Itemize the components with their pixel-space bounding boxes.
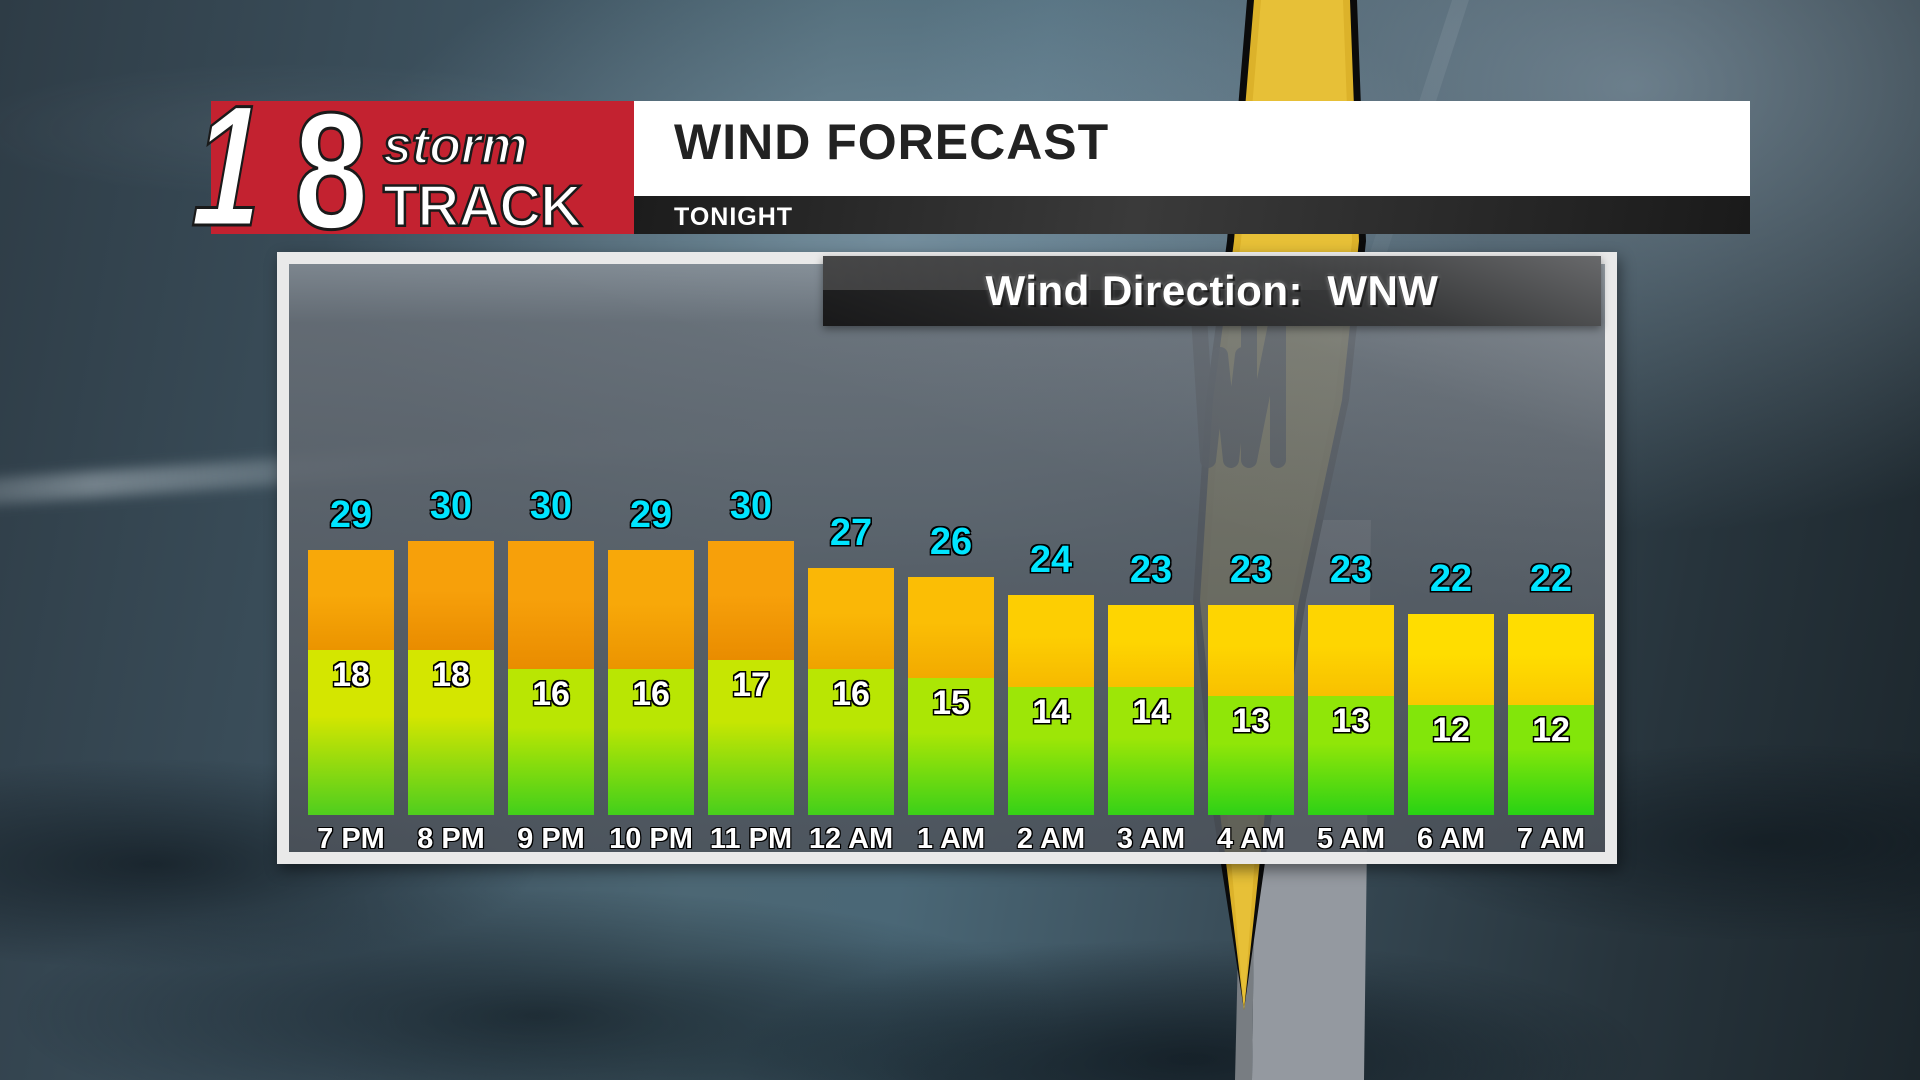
svg-text:TRACK: TRACK bbox=[383, 174, 582, 239]
svg-text:8: 8 bbox=[294, 78, 368, 264]
svg-text:storm: storm bbox=[383, 117, 527, 175]
